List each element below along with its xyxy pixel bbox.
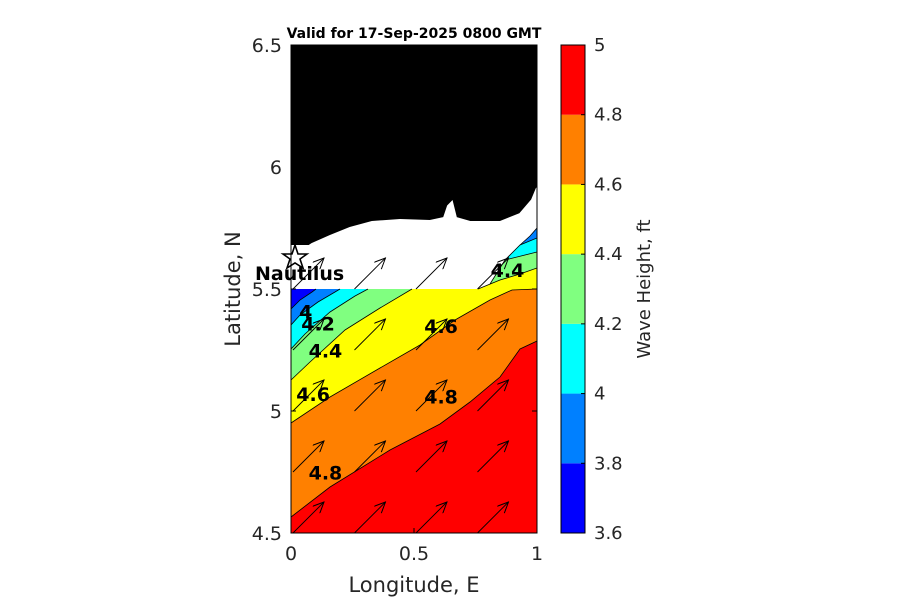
wave-arrow	[477, 319, 509, 351]
band-4.6-4.8	[291, 289, 537, 517]
plot-area	[291, 45, 537, 533]
wave-arrow	[354, 380, 386, 412]
wave-arrow	[292, 441, 324, 473]
station-star-icon	[280, 242, 310, 270]
wave-arrow	[354, 441, 386, 473]
contour-label: 4.8	[424, 387, 458, 409]
y-tick-label: 5	[270, 401, 282, 423]
wave-arrow	[415, 380, 447, 412]
colorbar-tick-label: 4	[594, 384, 605, 405]
contour-label: 4.4	[491, 260, 525, 282]
wave-arrow	[415, 258, 447, 290]
contour-labels: 44.2 4.4 4.6 4.8 4.6 4.8 4.4	[296, 260, 524, 485]
coastal-band	[291, 188, 537, 289]
band-4.8-5.0	[291, 341, 537, 533]
band-ne-4.0-4.2	[505, 238, 537, 260]
colorbar-segment	[561, 323, 585, 394]
band-3.6-3.8	[291, 289, 316, 309]
wave-arrow	[292, 380, 324, 412]
wave-arrow	[415, 502, 447, 533]
land-mask	[291, 45, 537, 245]
coastline	[291, 187, 537, 261]
wave-arrow	[292, 319, 324, 351]
y-tick-label: 4.5	[252, 523, 282, 545]
x-tick-label: 0	[285, 543, 297, 565]
wave-arrow	[477, 258, 509, 290]
wave-arrow	[415, 319, 447, 351]
colorbar-tick-label: 5	[594, 35, 605, 56]
colorbar-segment	[561, 184, 585, 255]
contour-label: 4.2	[301, 313, 335, 335]
colorbar-segment	[561, 254, 585, 324]
contour-label: 4.8	[309, 462, 343, 484]
band-ne-3.8-4.0	[520, 228, 537, 245]
band-4.2-4.4	[291, 289, 412, 380]
wave-arrow	[415, 441, 447, 473]
wave-arrow	[354, 319, 386, 351]
wave-arrow	[354, 258, 386, 290]
wave-arrow	[354, 502, 386, 533]
colorbar-tick-label: 3.6	[594, 523, 623, 544]
colorbar: 3.6 3.8 4 4.2 4.4 4.6 4.8 5	[560, 35, 623, 544]
y-axis-label: Latitude, N	[221, 231, 245, 347]
x-tick-label: 1	[531, 543, 543, 565]
contour-label: 4.4	[309, 340, 343, 362]
colorbar-tick-label: 4.2	[594, 314, 623, 335]
colorbar-frame	[560, 44, 586, 534]
colorbar-tick-label: 4.4	[594, 244, 623, 265]
y-tick-label: 6	[270, 157, 282, 179]
y-tick-label: 5.5	[252, 279, 282, 301]
colorbar-segment	[561, 393, 585, 464]
colorbar-tick-label: 4.8	[594, 105, 623, 126]
contour-label: 4.6	[424, 316, 458, 338]
wave-arrow	[292, 258, 324, 290]
x-tick-label: 0.5	[399, 543, 429, 565]
wave-arrow	[477, 441, 509, 473]
y-tick-label: 6.5	[252, 35, 282, 57]
colorbar-tick-label: 4.6	[594, 174, 623, 195]
contour-label: 4	[299, 301, 312, 323]
wave-arrow	[477, 380, 509, 412]
colorbar-segment	[561, 45, 585, 115]
band-4.0-4.2	[291, 289, 368, 349]
axes: 0 0.5 1 4.5 5 5.5 6 6.5	[252, 35, 543, 565]
x-axis-label: Longitude, E	[348, 573, 479, 597]
colorbar-label: Wave Height, ft	[634, 219, 655, 358]
band-4.4-4.6	[291, 289, 537, 423]
wave-arrow	[477, 502, 509, 533]
colorbar-segment	[561, 463, 585, 533]
wave-direction-arrows	[292, 258, 509, 533]
colorbar-segment	[561, 114, 585, 185]
contour-lines	[291, 227, 537, 518]
contour-label: 4.6	[296, 384, 330, 406]
chart-title: Valid for 17-Sep-2025 0800 GMT	[287, 26, 542, 42]
wave-arrow	[292, 502, 324, 533]
colorbar-tick-label: 3.8	[594, 453, 623, 474]
station-label: Nautilus	[255, 263, 344, 285]
band-ne-4.2-4.4	[490, 252, 537, 284]
